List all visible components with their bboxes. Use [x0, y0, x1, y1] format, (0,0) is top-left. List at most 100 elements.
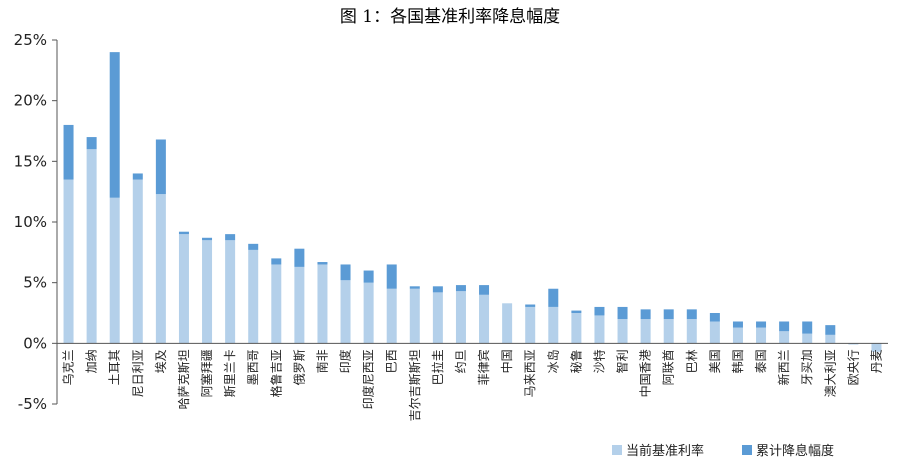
bar-cumulative-cut	[663, 309, 674, 320]
bar-cumulative-cut	[248, 243, 259, 250]
bar-cumulative-cut	[340, 264, 351, 281]
bar-current-rate	[248, 249, 259, 344]
bar-current-rate	[663, 319, 674, 344]
bar-current-rate	[225, 240, 236, 344]
x-tick-label: 南非	[314, 349, 329, 373]
x-tick-label: 巴西	[385, 349, 399, 373]
bar-cumulative-cut	[178, 231, 189, 235]
x-tick-label: 巴林	[685, 349, 699, 373]
chart-title: 图 1：各国基准利率降息幅度	[339, 7, 561, 27]
x-tick-label: 新西兰	[776, 349, 791, 385]
bar-current-rate	[732, 327, 743, 344]
y-tick-label: 5%	[23, 274, 47, 292]
bar-current-rate	[779, 331, 790, 344]
bar-cumulative-cut	[732, 321, 743, 328]
bar-cumulative-cut	[802, 321, 813, 334]
bar-current-rate	[155, 194, 166, 344]
bar-current-rate	[640, 319, 651, 344]
bar-current-rate	[525, 306, 536, 344]
bar-cumulative-cut	[202, 237, 213, 241]
bar-current-rate	[455, 291, 466, 344]
bar-current-rate	[756, 327, 767, 344]
x-tick-label: 美国	[708, 349, 722, 373]
x-tick-label: 澳大利亚	[823, 349, 837, 397]
bar-current-rate	[594, 315, 605, 344]
bar-current-rate	[686, 319, 697, 344]
bar-current-rate	[709, 321, 720, 344]
bar-cumulative-cut	[455, 285, 466, 292]
bar-cumulative-cut	[779, 321, 790, 332]
x-tick-label: 哈萨克斯坦	[177, 349, 191, 409]
bar-current-rate	[202, 240, 213, 344]
y-tick-label: 0%	[23, 334, 47, 352]
x-tick-label: 菲律宾	[476, 349, 491, 385]
bar-current-rate	[294, 266, 305, 344]
bar-cumulative-cut	[709, 313, 720, 322]
x-tick-label: 智利	[615, 349, 630, 373]
bar-cumulative-cut	[640, 309, 651, 320]
bar-current-rate	[479, 294, 490, 344]
bar-current-rate	[317, 264, 328, 344]
legend-label-current-rate: 当前基准利率	[626, 443, 704, 459]
bar-cumulative-cut	[594, 306, 605, 316]
x-tick-label: 中国	[499, 349, 514, 373]
bar-current-rate	[363, 282, 374, 344]
x-tick-label: 尼日利亚	[131, 349, 145, 397]
y-tick-label: 20%	[14, 92, 47, 110]
bar-current-rate	[132, 179, 143, 344]
x-tick-label: 阿塞拜疆	[199, 349, 214, 397]
bar-cumulative-cut	[132, 173, 143, 180]
x-tick-label: 斯里兰卡	[223, 349, 237, 397]
bar-current-rate	[86, 149, 97, 344]
bar-current-rate	[502, 303, 513, 344]
x-tick-label: 韩国	[730, 349, 745, 373]
legend-swatch-cumulative-cut	[742, 445, 752, 455]
x-tick-label: 中国香港	[638, 349, 653, 397]
x-tick-label: 约旦	[453, 349, 468, 373]
x-tick-label: 加纳	[85, 349, 99, 373]
bar-current-rate	[386, 288, 397, 344]
y-tick-label: 10%	[14, 213, 47, 231]
x-tick-label: 马来西亚	[523, 349, 537, 397]
bar-current-rate	[802, 333, 813, 344]
bar-current-rate	[571, 313, 582, 344]
y-tick-label: 25%	[14, 31, 47, 49]
bar-cumulative-cut	[548, 288, 559, 307]
x-tick-label: 冰岛	[545, 349, 560, 373]
bar-current-rate	[63, 179, 74, 344]
bar-cumulative-cut	[432, 286, 443, 293]
bar-current-rate	[340, 280, 351, 344]
x-tick-label: 俄罗斯	[292, 349, 306, 385]
x-tick-label: 乌克兰	[61, 349, 76, 385]
bar-cumulative-cut	[409, 286, 420, 289]
bar-cumulative-cut	[525, 304, 536, 307]
bar-cumulative-cut	[479, 285, 490, 295]
x-tick-label: 秘鲁	[569, 349, 583, 373]
bar-current-rate	[271, 264, 282, 344]
x-tick-label: 印度尼西亚	[361, 349, 376, 409]
bar-cumulative-cut	[155, 139, 166, 195]
bar-cumulative-cut	[86, 137, 97, 150]
bar-current-rate	[617, 319, 628, 344]
x-tick-label: 埃及	[154, 349, 168, 373]
bar-cumulative-cut	[756, 321, 767, 328]
x-tick-label: 泰国	[754, 349, 768, 373]
legend-swatch-current-rate	[612, 445, 622, 455]
x-tick-label: 牙买加	[800, 349, 814, 385]
x-tick-label: 沙特	[591, 349, 606, 373]
x-tick-label: 巴拉圭	[430, 349, 445, 385]
x-tick-label: 格鲁吉亚	[268, 349, 283, 397]
bar-cumulative-cut	[109, 52, 120, 198]
bar-cumulative-cut	[317, 262, 328, 265]
bar-current-rate	[871, 343, 882, 352]
bar-current-rate	[409, 288, 420, 344]
x-tick-label: 欧央行	[846, 349, 860, 385]
legend-label-cumulative-cut: 累计降息幅度	[756, 443, 834, 459]
bar-cumulative-cut	[271, 258, 282, 265]
x-tick-label: 丹麦	[869, 349, 883, 373]
bar-cumulative-cut	[63, 124, 74, 180]
bar-cumulative-cut	[363, 270, 374, 283]
bar-current-rate	[432, 292, 443, 344]
bar-current-rate	[825, 334, 836, 344]
